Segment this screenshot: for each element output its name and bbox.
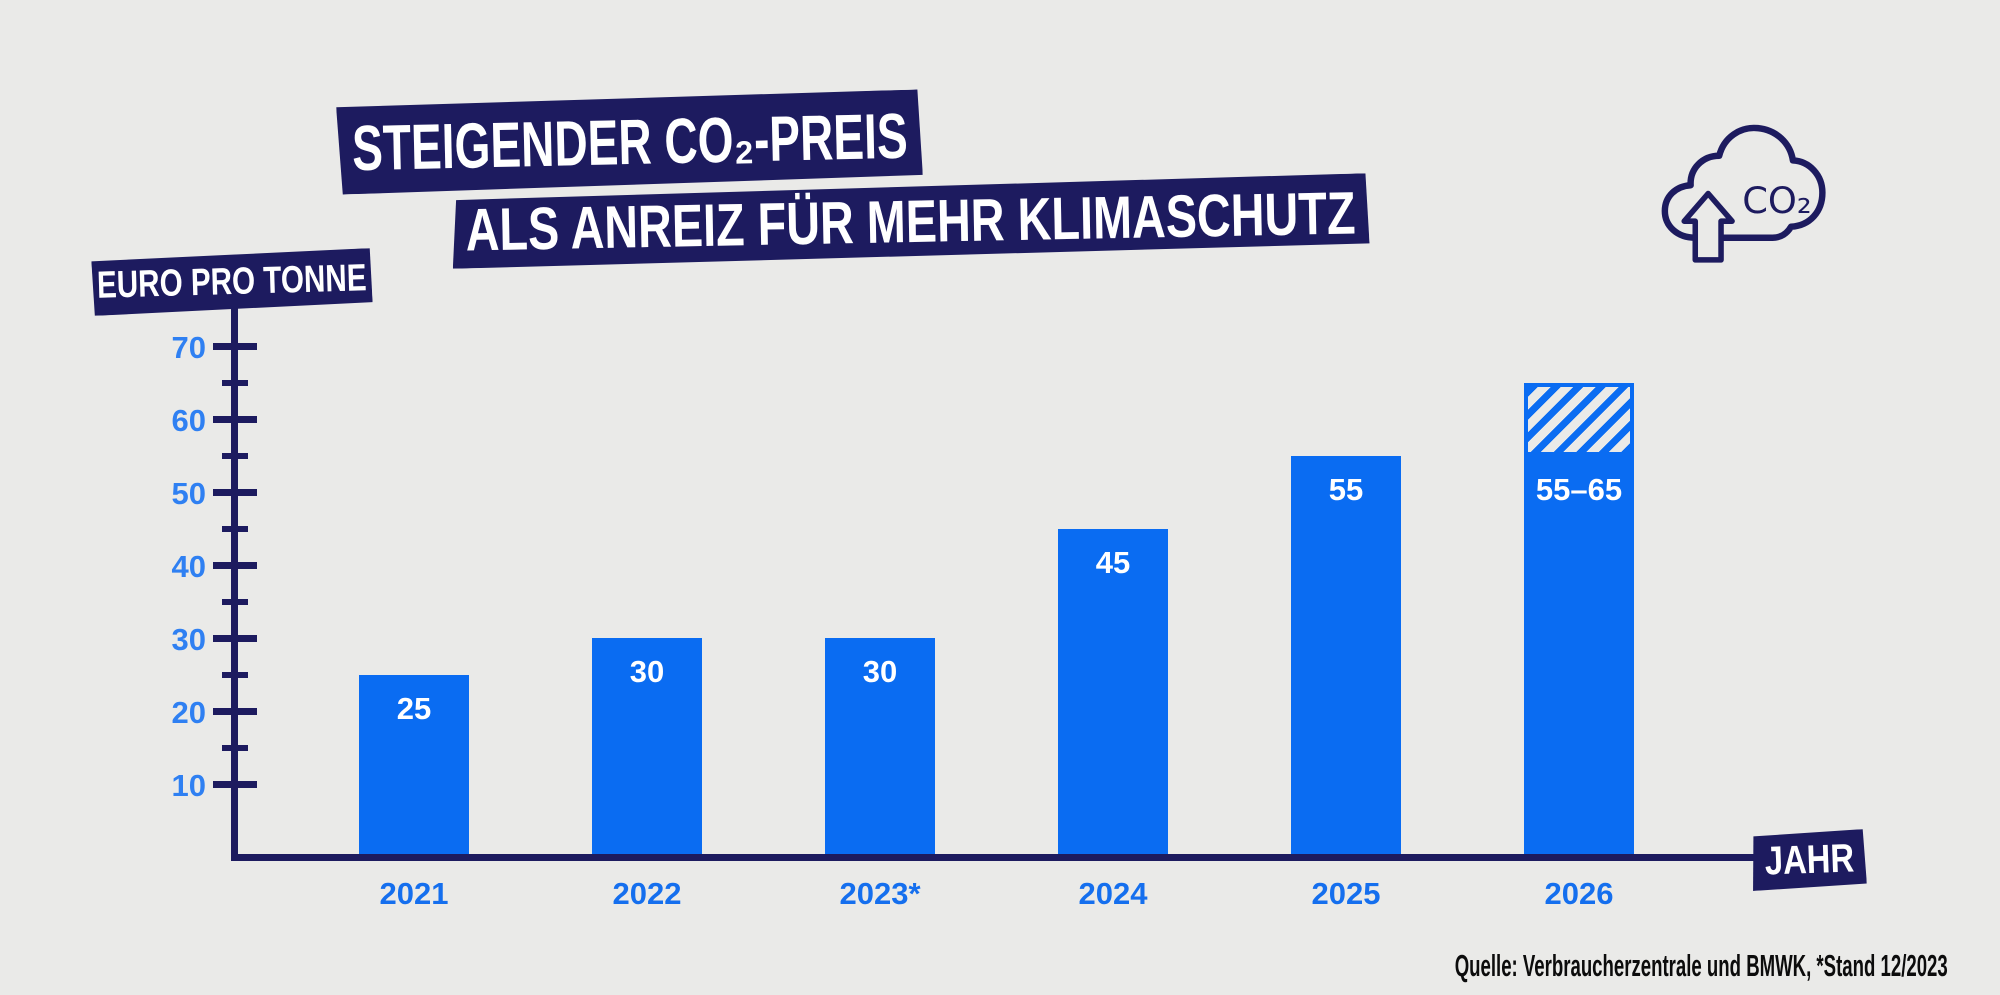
bar-value-label: 45 [1095,544,1131,580]
y-tick-major [213,634,257,642]
y-tick-label: 30 [171,622,206,657]
y-tick-minor [222,671,248,678]
bar [592,638,702,857]
co2-cloud-arrow-icon: CO₂ [1661,124,1826,263]
y-tick-label: 50 [171,476,206,511]
x-category-label: 2026 [1544,876,1614,911]
x-axis-line [231,854,1755,861]
bar-hatched-range [1524,382,1634,456]
y-tick-major [213,707,257,715]
y-tick-major [213,342,257,350]
bar-value-label: 30 [862,654,898,689]
bar [1291,455,1401,857]
x-category-label: 2023* [839,876,921,911]
y-tick-label: 20 [171,695,206,730]
y-tick-major [213,561,257,569]
title-line2-text: ALS ANREIZ FÜR MEHR KLIMASCHUTZ [464,178,1357,264]
bar [1524,455,1634,857]
bar [359,674,469,857]
x-category-label: 2022 [612,876,682,911]
y-tick-minor [222,452,248,459]
cloud-outline [1661,124,1826,241]
bar-value-label: 25 [396,690,432,726]
y-tick-major [213,780,257,788]
y-axis-line [231,308,238,861]
co2-icon-label: CO₂ [1742,179,1811,222]
x-category-label: 2024 [1078,876,1148,911]
bar-value-label: 30 [629,654,665,689]
x-category-label: 2025 [1311,876,1381,911]
y-tick-label: 10 [171,768,206,803]
bar [1058,528,1168,857]
x-axis-label-text: JAHR [1763,835,1855,884]
y-tick-minor [222,525,248,532]
x-axis-label-banner: JAHR [1751,829,1867,891]
source-attribution: Quelle: Verbraucherzentrale und BMWK, *S… [1454,948,1948,983]
y-tick-minor [222,379,248,386]
bar-value-label: 55–65 [1535,471,1623,507]
y-tick-minor [222,598,248,605]
y-tick-minor [222,744,248,751]
x-category-label: 2021 [379,876,449,911]
y-axis-unit-text: EURO PRO TONNE [96,256,368,307]
up-arrow-icon [1681,190,1735,263]
title-banner-line2: ALS ANREIZ FÜR MEHR KLIMASCHUTZ [451,173,1369,269]
y-tick-label: 40 [171,549,206,584]
bar-value-label: 55 [1328,471,1364,507]
bar [825,638,935,857]
title-banner-line1: STEIGENDER CO₂-PREIS [336,89,923,194]
y-tick-label: 70 [171,330,206,365]
y-tick-label: 60 [171,403,206,438]
title-line1-text: STEIGENDER CO₂-PREIS [350,99,909,185]
y-tick-major [213,488,257,496]
y-axis-unit-banner: EURO PRO TONNE [91,248,373,316]
y-tick-major [213,415,257,423]
